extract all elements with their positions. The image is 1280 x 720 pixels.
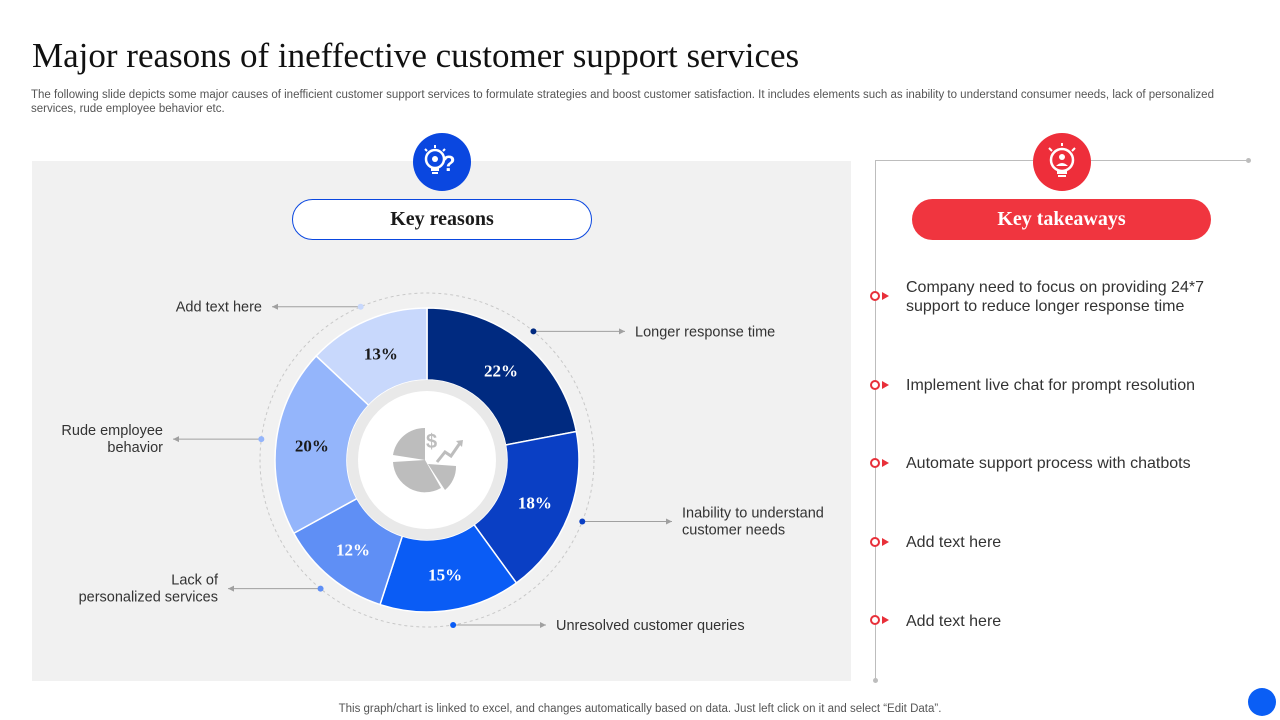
svg-text:?: ? — [442, 151, 455, 176]
callout-arrow — [228, 585, 234, 592]
callout-arrow — [666, 518, 672, 525]
takeaways-timeline — [875, 161, 876, 681]
takeaway-bullet-icon — [870, 291, 889, 301]
slice-value-label: 18% — [518, 494, 552, 513]
timeline-end-dot — [873, 678, 878, 683]
callout-dot — [258, 436, 265, 443]
callout-arrow — [540, 621, 546, 628]
chart-footer-note: This graph/chart is linked to excel, and… — [338, 703, 942, 715]
pie-chart-dollar-growth-icon: $ — [393, 427, 463, 493]
category-label: Add text here — [176, 300, 262, 316]
slice-value-label: 15% — [428, 566, 462, 585]
donut-outer-ring — [259, 292, 595, 628]
callout-dot — [579, 518, 586, 525]
corner-dot — [1248, 688, 1276, 716]
takeaway-item: Implement live chat for prompt resolutio… — [906, 377, 1196, 394]
slice-value-label: 13% — [364, 345, 398, 364]
slice-value-label: 12% — [336, 540, 370, 559]
callout-dot — [357, 303, 364, 310]
lightbulb-brain-user-icon — [1033, 133, 1091, 191]
slice-value-label: 20% — [295, 436, 329, 455]
slice-value-label: 22% — [484, 362, 518, 381]
category-label: Unresolved customer queries — [556, 618, 745, 634]
callout-arrow — [619, 328, 625, 335]
timeline-end-dot — [1246, 158, 1251, 163]
takeaway-item: Automate support process with chatbots — [906, 455, 1191, 472]
callout-arrow — [272, 303, 278, 310]
category-label: Inability to understand customer needs — [682, 505, 824, 538]
page-subtitle: The following slide depicts some major c… — [31, 89, 1214, 115]
category-label: Lack of personalized services — [79, 573, 219, 606]
callout-arrow — [173, 436, 179, 443]
key-reasons-heading: Key reasons — [292, 199, 592, 240]
takeaway-bullet-icon — [870, 458, 889, 468]
svg-text:$: $ — [426, 431, 437, 453]
callout-dot — [317, 585, 324, 592]
takeaway-item: Add text here — [906, 534, 1002, 551]
key-takeaways-heading: Key takeaways — [912, 199, 1211, 240]
category-label: Rude employee behavior — [61, 423, 163, 456]
takeaway-item: Company need to focus on providing 24*7 … — [906, 279, 1204, 315]
takeaway-bullet-icon — [870, 615, 889, 625]
callout-dot — [530, 328, 537, 335]
takeaway-bullet-icon — [870, 537, 889, 547]
donut-slice — [426, 307, 578, 446]
lightbulb-gear-question-icon: ? — [413, 133, 471, 191]
callout-dot — [450, 621, 457, 628]
category-label: Longer response time — [635, 324, 775, 340]
donut-hole — [358, 391, 496, 529]
page-title: Major reasons of ineffective customer su… — [32, 36, 800, 75]
takeaway-bullet-icon — [870, 380, 889, 390]
takeaway-item: Add text here — [906, 613, 1002, 630]
